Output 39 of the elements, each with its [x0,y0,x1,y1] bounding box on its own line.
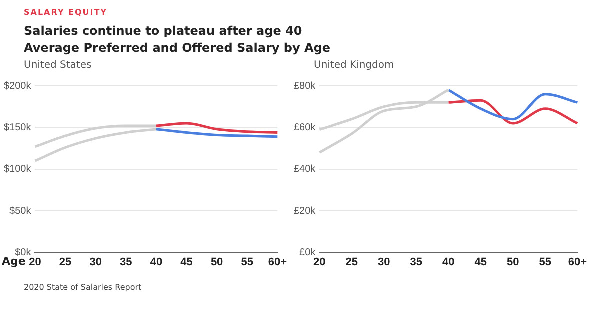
x-tick-label: 20 [314,256,326,268]
line-series [318,88,450,154]
line-series [447,99,579,125]
x-tick-label: 30 [90,256,102,268]
x-tick-label: 40 [442,256,455,268]
text: Average Preferred and Offered Salary by Age [24,41,330,55]
text: SALARY EQUITY [24,8,108,17]
y-tick-label: $200k [4,80,32,92]
line-series [447,88,579,121]
text: Salaries continue to plateau after age 40 [24,24,302,38]
y-tick-label: £60k [294,122,317,134]
y-tick-label: £20k [294,206,317,217]
x-tick-label: 50 [507,256,520,268]
line-series [34,128,158,162]
x-tick-label: 55 [241,256,254,268]
x-tick-label: 30 [378,256,390,268]
y-tick-label: $150k [4,122,32,134]
y-tick-label: £40k [294,164,317,176]
x-tick-label: 45 [474,256,488,268]
y-tick-label: £0k [300,248,317,259]
y-tick-label: £80k [294,80,317,92]
y-tick-label: $100k [4,164,32,176]
x-tick-label: 60+ [568,256,588,268]
x-tick-label: 35 [120,256,132,268]
x-tick-label: 35 [410,256,423,268]
x-tick-label: 50 [210,256,224,268]
line-series [155,128,279,138]
text: 2020 State of Salaries Report [24,283,142,292]
chart-title: United States [24,60,93,73]
y-tick-label: $50k [10,206,32,217]
x-tick-label: 20 [29,256,42,268]
x-tick-label: 45 [180,256,193,268]
x-tick-label: 25 [346,256,358,268]
x-tick-label: 40 [150,256,163,268]
line-series [155,122,279,134]
chart-title: United Kingdom [314,60,396,73]
x-tick-label: 60+ [268,256,288,268]
x-tick-label: 55 [539,256,552,268]
x-tick-label: 25 [59,256,72,268]
